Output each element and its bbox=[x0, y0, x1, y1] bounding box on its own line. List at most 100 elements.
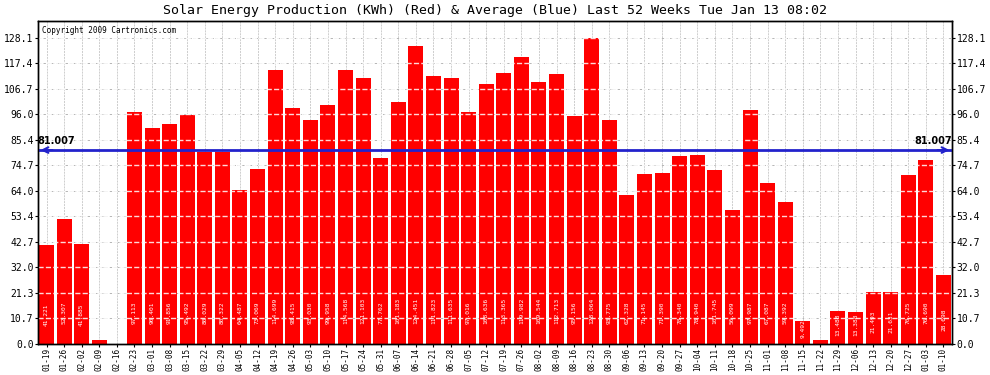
Bar bbox=[444, 78, 458, 344]
Bar bbox=[145, 128, 159, 344]
Title: Solar Energy Production (KWh) (Red) & Average (Blue) Last 52 Weeks Tue Jan 13 08: Solar Energy Production (KWh) (Red) & Av… bbox=[163, 4, 827, 17]
Text: 93.030: 93.030 bbox=[308, 302, 313, 324]
Text: 70.725: 70.725 bbox=[906, 302, 911, 324]
Text: 62.328: 62.328 bbox=[625, 302, 630, 324]
Bar bbox=[39, 245, 54, 344]
Text: 81.007: 81.007 bbox=[915, 136, 952, 147]
Text: 97.113: 97.113 bbox=[132, 302, 137, 324]
Bar bbox=[602, 120, 617, 344]
Bar bbox=[848, 312, 863, 344]
Bar bbox=[461, 112, 476, 344]
Bar bbox=[162, 124, 177, 344]
Bar bbox=[285, 108, 300, 344]
Text: 114.699: 114.699 bbox=[272, 298, 277, 324]
Bar bbox=[936, 275, 951, 344]
Text: 95.156: 95.156 bbox=[571, 302, 576, 324]
Bar bbox=[831, 311, 845, 344]
Bar bbox=[742, 110, 757, 344]
Bar bbox=[197, 152, 212, 344]
Text: 71.390: 71.390 bbox=[659, 302, 664, 324]
Text: 80.029: 80.029 bbox=[202, 302, 207, 324]
Bar bbox=[813, 340, 828, 344]
Bar bbox=[514, 57, 529, 344]
Text: 128.064: 128.064 bbox=[589, 298, 594, 324]
Bar bbox=[778, 202, 793, 344]
Bar bbox=[74, 243, 89, 344]
Text: 91.856: 91.856 bbox=[167, 302, 172, 324]
Bar bbox=[321, 105, 336, 344]
Text: 13.488: 13.488 bbox=[836, 314, 841, 336]
Text: 73.069: 73.069 bbox=[255, 302, 260, 324]
Text: 59.392: 59.392 bbox=[783, 302, 788, 324]
Bar bbox=[92, 340, 107, 344]
Text: Copyright 2009 Cartronics.com: Copyright 2009 Cartronics.com bbox=[43, 26, 176, 35]
Bar bbox=[919, 160, 934, 344]
Text: 81.007: 81.007 bbox=[38, 136, 75, 147]
Text: 52.307: 52.307 bbox=[61, 302, 66, 324]
Bar bbox=[532, 82, 546, 344]
Text: 64.487: 64.487 bbox=[238, 302, 243, 324]
Text: 21.631: 21.631 bbox=[888, 311, 893, 333]
Text: 121.103: 121.103 bbox=[360, 298, 365, 324]
Text: 80.322: 80.322 bbox=[220, 302, 225, 324]
Text: 78.340: 78.340 bbox=[677, 302, 682, 324]
Bar bbox=[760, 183, 775, 344]
Bar bbox=[180, 116, 195, 344]
Text: 77.762: 77.762 bbox=[378, 302, 383, 324]
Bar bbox=[690, 155, 705, 344]
Text: 112.713: 112.713 bbox=[554, 298, 559, 324]
Text: 97.016: 97.016 bbox=[466, 302, 471, 324]
Text: 78.940: 78.940 bbox=[695, 302, 700, 324]
Text: 76.690: 76.690 bbox=[924, 302, 929, 324]
Bar bbox=[672, 156, 687, 344]
Text: 101.183: 101.183 bbox=[396, 298, 401, 324]
Text: 9.492: 9.492 bbox=[800, 319, 805, 338]
Bar bbox=[391, 102, 406, 344]
Text: 111.823: 111.823 bbox=[431, 298, 436, 324]
Bar bbox=[496, 73, 511, 344]
Text: 21.493: 21.493 bbox=[870, 311, 875, 333]
Bar bbox=[250, 169, 265, 344]
Bar bbox=[654, 173, 669, 344]
Bar bbox=[584, 38, 599, 344]
Bar bbox=[303, 120, 318, 344]
Bar bbox=[479, 84, 494, 344]
Bar bbox=[549, 74, 564, 344]
Text: 28.698: 28.698 bbox=[941, 308, 946, 331]
Bar bbox=[883, 292, 898, 344]
Bar bbox=[620, 195, 635, 344]
Bar bbox=[426, 76, 441, 344]
Bar bbox=[373, 158, 388, 344]
Bar bbox=[708, 170, 723, 344]
Text: 109.544: 109.544 bbox=[537, 298, 542, 324]
Text: 114.568: 114.568 bbox=[343, 298, 348, 324]
Text: 13.388: 13.388 bbox=[853, 314, 858, 336]
Bar bbox=[267, 70, 282, 344]
Bar bbox=[56, 219, 71, 344]
Bar bbox=[233, 189, 248, 344]
Text: 90.401: 90.401 bbox=[149, 302, 154, 324]
Bar bbox=[215, 152, 230, 344]
Text: 111.635: 111.635 bbox=[448, 298, 453, 324]
Text: 113.365: 113.365 bbox=[501, 298, 506, 324]
Text: 99.958: 99.958 bbox=[326, 302, 331, 324]
Text: 41.221: 41.221 bbox=[44, 304, 49, 326]
Bar bbox=[127, 112, 142, 344]
Bar bbox=[795, 321, 810, 344]
Text: 56.099: 56.099 bbox=[730, 302, 735, 324]
Text: 41.885: 41.885 bbox=[79, 304, 84, 326]
Text: 97.987: 97.987 bbox=[747, 302, 752, 324]
Bar bbox=[566, 116, 581, 344]
Bar bbox=[901, 175, 916, 344]
Bar bbox=[409, 46, 424, 344]
Bar bbox=[865, 292, 881, 344]
Text: 124.451: 124.451 bbox=[414, 298, 419, 324]
Bar bbox=[637, 174, 652, 344]
Bar bbox=[355, 78, 370, 344]
Text: 95.492: 95.492 bbox=[185, 302, 190, 324]
Text: 101.745: 101.745 bbox=[713, 298, 718, 324]
Text: 67.087: 67.087 bbox=[765, 302, 770, 324]
Text: 119.982: 119.982 bbox=[519, 298, 524, 324]
Text: 71.145: 71.145 bbox=[642, 302, 647, 324]
Text: 108.636: 108.636 bbox=[484, 298, 489, 324]
